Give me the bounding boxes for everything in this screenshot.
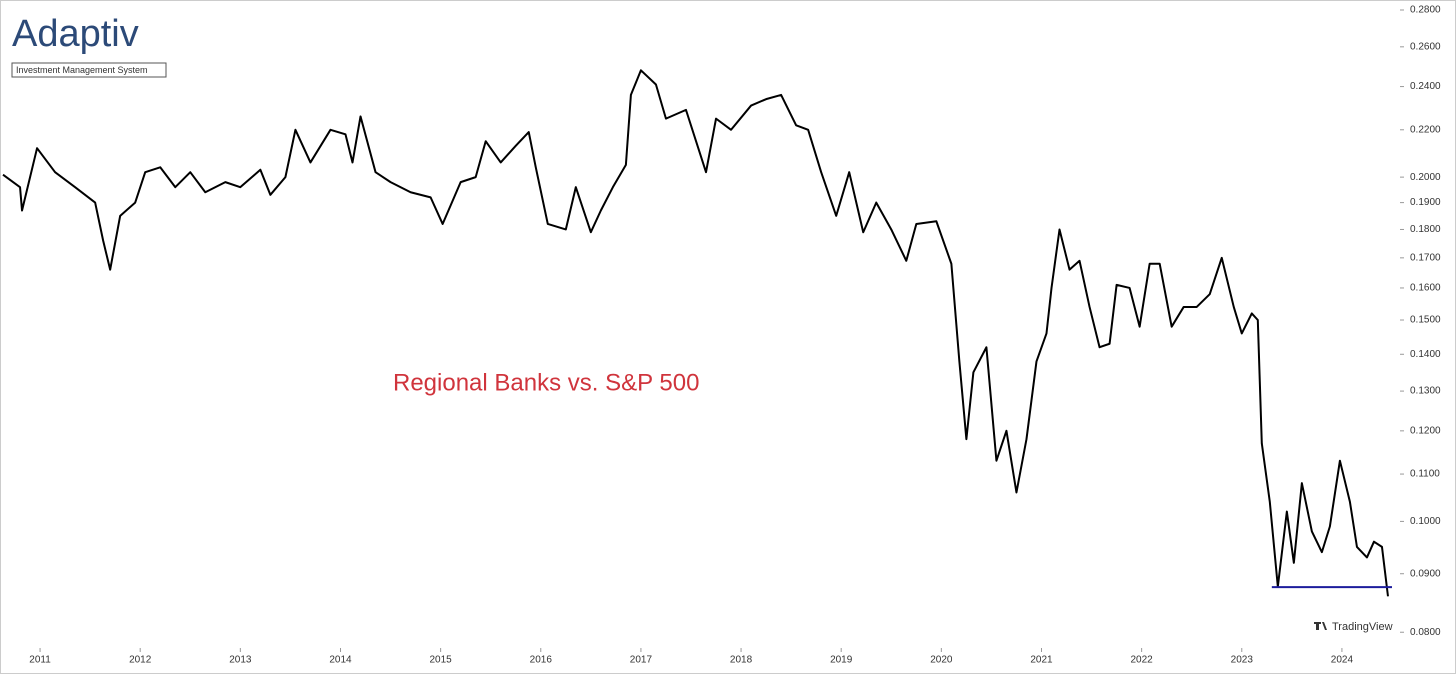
- y-tick-label: 0.2800: [1410, 5, 1441, 16]
- x-tick-label: 2019: [830, 655, 853, 666]
- watermark-icon: [1314, 622, 1327, 630]
- logo-tagline: Investment Management System: [16, 65, 148, 75]
- y-tick-label: 0.1500: [1410, 315, 1441, 326]
- y-tick-label: 0.1800: [1410, 224, 1441, 235]
- x-tick-label: 2014: [329, 655, 352, 666]
- x-tick-label: 2011: [29, 655, 51, 666]
- x-tick-label: 2017: [630, 655, 653, 666]
- x-tick-label: 2024: [1331, 655, 1354, 666]
- y-tick-label: 0.1200: [1410, 425, 1441, 436]
- y-tick-label: 0.2000: [1410, 172, 1441, 183]
- x-tick-label: 2020: [930, 655, 953, 666]
- y-tick-label: 0.2200: [1410, 124, 1441, 135]
- x-tick-label: 2022: [1131, 655, 1154, 666]
- y-tick-label: 0.1300: [1410, 386, 1441, 397]
- x-tick-label: 2012: [129, 655, 152, 666]
- y-tick-label: 0.1900: [1410, 197, 1441, 208]
- x-tick-label: 2013: [229, 655, 252, 666]
- x-tick-label: 2021: [1030, 655, 1053, 666]
- y-tick-label: 0.1700: [1410, 252, 1441, 263]
- y-tick-label: 0.1000: [1410, 516, 1441, 527]
- x-tick-label: 2015: [430, 655, 453, 666]
- watermark: TradingView: [1332, 621, 1393, 633]
- y-tick-label: 0.1400: [1410, 349, 1441, 360]
- annotation: Regional Banks vs. S&P 500: [393, 369, 699, 396]
- logo-box: [11, 62, 167, 78]
- x-tick-label: 2018: [730, 655, 753, 666]
- data-line: [2, 69, 1389, 597]
- y-tick-label: 0.2600: [1410, 41, 1441, 52]
- y-tick-label: 0.0900: [1410, 568, 1441, 579]
- x-tick-label: 2016: [530, 655, 553, 666]
- x-tick-label: 2023: [1231, 655, 1254, 666]
- y-tick-label: 0.0800: [1410, 627, 1441, 638]
- y-tick-label: 0.1600: [1410, 283, 1441, 294]
- y-tick-label: 0.1100: [1410, 469, 1440, 480]
- y-tick-label: 0.2400: [1410, 81, 1441, 92]
- logo-name: Adaptiv: [12, 13, 139, 55]
